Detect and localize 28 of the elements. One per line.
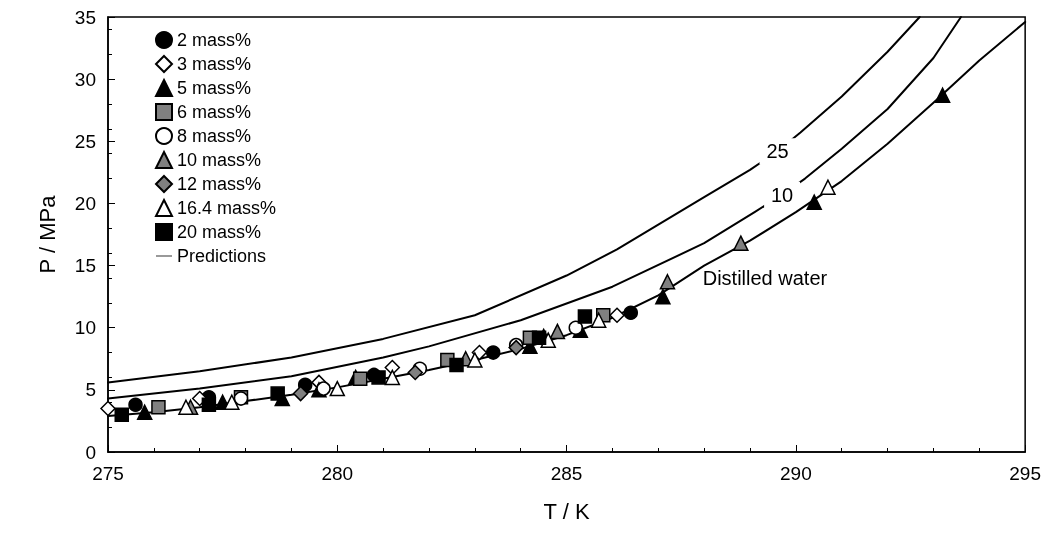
y-tick-label: 0 xyxy=(85,441,96,463)
annotation: 10 xyxy=(770,183,794,206)
y-tick-label: 30 xyxy=(74,68,96,90)
legend-label: 20 mass% xyxy=(177,222,262,242)
legend-label: 3 mass% xyxy=(177,54,252,74)
y-tick-label: 25 xyxy=(74,130,96,152)
legend-label: 16.4 mass% xyxy=(177,198,277,218)
y-axis-title: P / MPa xyxy=(34,194,60,274)
legend-label: 5 mass% xyxy=(177,78,252,98)
legend-label: 8 mass% xyxy=(177,126,252,146)
legend-label: 12 mass% xyxy=(177,174,262,194)
annotation: 25 xyxy=(766,140,789,163)
legend-label: Predictions xyxy=(177,246,267,266)
x-axis-title: T / K xyxy=(543,498,590,524)
legend-label: 10 mass% xyxy=(177,150,262,170)
y-tick-label: 5 xyxy=(85,379,96,401)
x-tick-label: 290 xyxy=(780,463,812,484)
y-tick-label: 20 xyxy=(74,192,96,214)
y-tick-label: 35 xyxy=(74,6,96,28)
x-tick-label: 285 xyxy=(550,463,583,484)
x-tick-label: 280 xyxy=(321,463,354,484)
legend-label: 6 mass% xyxy=(177,102,252,122)
annotation: Distilled water xyxy=(702,267,828,289)
x-tick-label: 275 xyxy=(92,463,124,484)
y-tick-label: 10 xyxy=(74,317,96,339)
legend-label: 2 mass% xyxy=(177,30,252,50)
x-tick-label: 295 xyxy=(1009,463,1041,484)
y-tick-label: 15 xyxy=(74,255,96,277)
